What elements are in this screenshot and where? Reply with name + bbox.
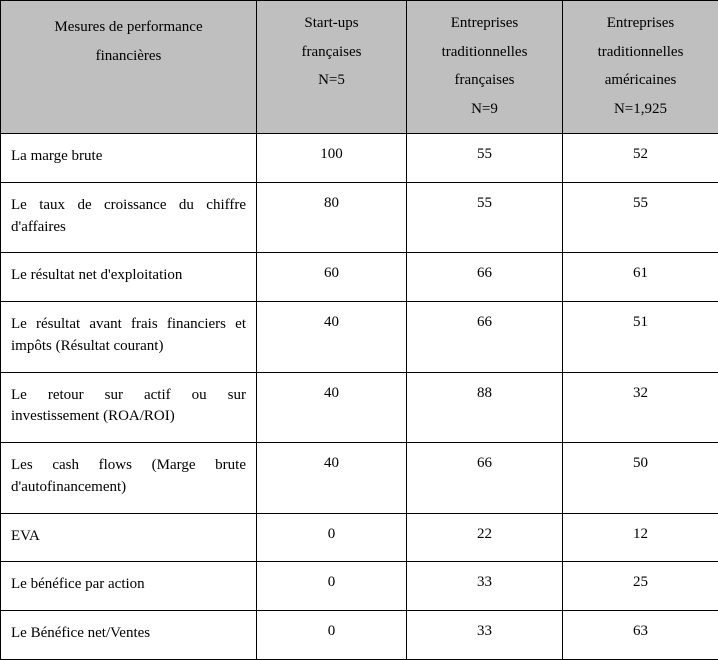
row-value: 51	[563, 302, 718, 373]
performance-table: Mesures de performance financières Start…	[0, 0, 718, 660]
row-value: 66	[407, 302, 563, 373]
col-header-startups: Start-ups françaises N=5	[257, 1, 407, 134]
row-value: 40	[257, 443, 407, 514]
table-row: La marge brute 100 55 52	[1, 134, 718, 183]
row-label: Le retour sur actif ou sur investissemen…	[1, 372, 257, 443]
row-value: 63	[563, 611, 718, 660]
table-row: Le résultat avant frais financiers et im…	[1, 302, 718, 373]
row-value: 33	[407, 562, 563, 611]
row-label: Le résultat avant frais financiers et im…	[1, 302, 257, 373]
col-header-line: Entreprises	[415, 9, 554, 38]
row-value: 0	[257, 562, 407, 611]
col-header-line: françaises	[265, 38, 398, 67]
row-label: Les cash flows (Marge brute d'autofinanc…	[1, 443, 257, 514]
row-label: Le taux de croissance du chiffre d'affai…	[1, 182, 257, 253]
col-header-measures: Mesures de performance financières	[1, 1, 257, 134]
row-label: EVA	[1, 513, 257, 562]
row-value: 52	[563, 134, 718, 183]
row-value: 12	[563, 513, 718, 562]
row-value: 100	[257, 134, 407, 183]
col-header-line: Mesures de performance	[9, 13, 248, 42]
row-label: Le bénéfice par action	[1, 562, 257, 611]
row-value: 0	[257, 513, 407, 562]
row-value: 80	[257, 182, 407, 253]
col-header-line: N=9	[415, 95, 554, 124]
row-value: 40	[257, 302, 407, 373]
row-value: 0	[257, 611, 407, 660]
row-value: 88	[407, 372, 563, 443]
col-header-line: N=5	[265, 66, 398, 95]
col-header-line: N=1,925	[571, 95, 710, 124]
table-row: EVA 0 22 12	[1, 513, 718, 562]
row-value: 32	[563, 372, 718, 443]
row-value: 55	[407, 182, 563, 253]
col-header-trad-fr: Entreprises traditionnelles françaises N…	[407, 1, 563, 134]
col-header-line: Entreprises	[571, 9, 710, 38]
col-header-line: Start-ups	[265, 9, 398, 38]
table-row: Le résultat net d'exploitation 60 66 61	[1, 253, 718, 302]
row-value: 40	[257, 372, 407, 443]
table-row: Le retour sur actif ou sur investissemen…	[1, 372, 718, 443]
table-row: Le taux de croissance du chiffre d'affai…	[1, 182, 718, 253]
row-label: La marge brute	[1, 134, 257, 183]
row-value: 55	[407, 134, 563, 183]
col-header-line: traditionnelles	[415, 38, 554, 67]
row-value: 66	[407, 443, 563, 514]
row-value: 61	[563, 253, 718, 302]
table-row: Le bénéfice par action 0 33 25	[1, 562, 718, 611]
col-header-line: financières	[9, 42, 248, 71]
row-label: Le résultat net d'exploitation	[1, 253, 257, 302]
row-value: 55	[563, 182, 718, 253]
row-value: 25	[563, 562, 718, 611]
row-label: Le Bénéfice net/Ventes	[1, 611, 257, 660]
col-header-line: françaises	[415, 66, 554, 95]
row-value: 22	[407, 513, 563, 562]
table-header-row: Mesures de performance financières Start…	[1, 1, 718, 134]
table-row: Le Bénéfice net/Ventes 0 33 63	[1, 611, 718, 660]
table-row: Les cash flows (Marge brute d'autofinanc…	[1, 443, 718, 514]
row-value: 66	[407, 253, 563, 302]
row-value: 50	[563, 443, 718, 514]
col-header-trad-us: Entreprises traditionnelles américaines …	[563, 1, 718, 134]
col-header-line: traditionnelles	[571, 38, 710, 67]
table-body: La marge brute 100 55 52 Le taux de croi…	[1, 134, 718, 660]
col-header-line: américaines	[571, 66, 710, 95]
row-value: 33	[407, 611, 563, 660]
row-value: 60	[257, 253, 407, 302]
